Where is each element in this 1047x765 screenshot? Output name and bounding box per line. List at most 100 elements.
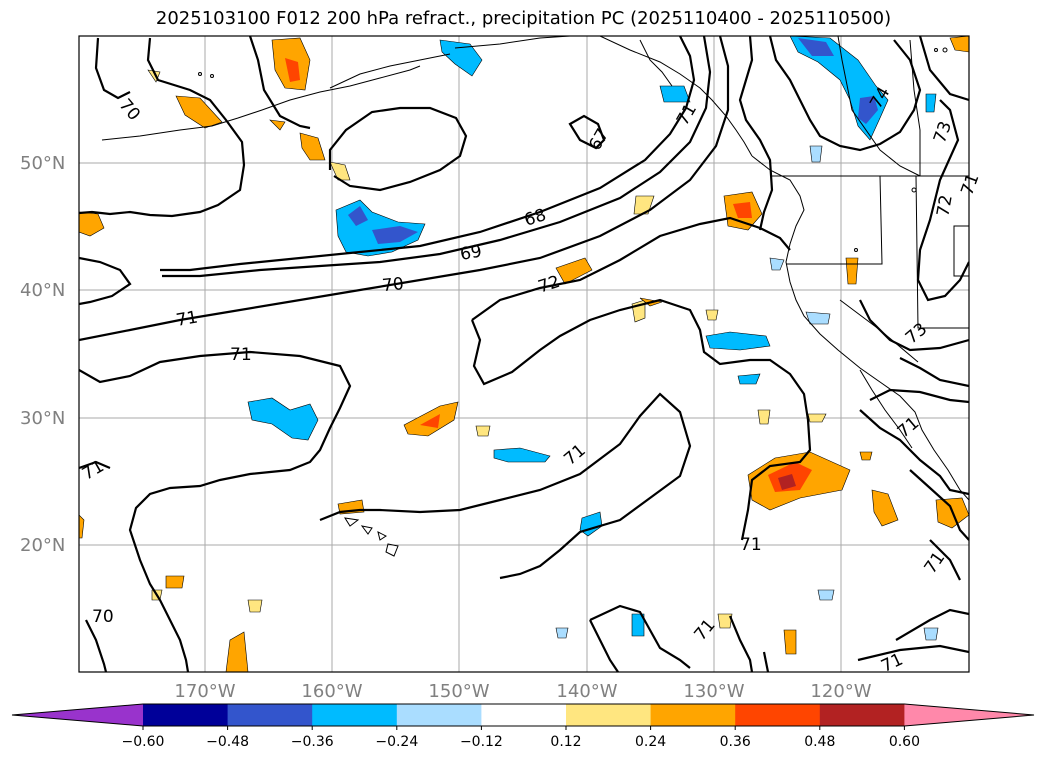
map-title: 2025103100 F012 200 hPa refract., precip…: [155, 8, 892, 29]
lat-label: 50°N: [20, 153, 65, 174]
precip-patch: [949, 36, 969, 53]
precip-patch: [579, 511, 603, 537]
colorbar-segment: [312, 704, 398, 726]
contour-label: 70: [115, 95, 144, 124]
colorbar-segment: [143, 704, 229, 726]
precip-patch: [807, 413, 827, 423]
precip-patch: [247, 397, 319, 441]
colorbar: −0.60 −0.48 −0.36 −0.24 −0.12 0.12 0.24 0.36 0.4…: [11, 703, 1035, 750]
colorbar-segment: [227, 704, 313, 726]
colorbar-segment: [735, 704, 821, 726]
precip-patch: [923, 627, 939, 641]
precip-patch: [659, 85, 691, 103]
map-frame: [78, 35, 970, 673]
precip-patch: [757, 409, 771, 425]
precip-patch: [555, 257, 593, 285]
precip-patch: [299, 132, 326, 161]
contour-label: 73: [902, 319, 931, 348]
colorbar-tick-label: −0.12: [460, 734, 503, 750]
colorbar-segment: [396, 704, 482, 726]
precip-patch: [778, 474, 796, 490]
precip-patch: [789, 36, 889, 141]
islands: [198, 47, 948, 557]
contour-label: 72: [536, 272, 563, 298]
precip-patch: [175, 95, 223, 129]
colorbar-tick-label: 0.12: [550, 734, 581, 750]
lon-label: 150°W: [428, 681, 489, 702]
colorbar-tick-label: −0.48: [206, 734, 249, 750]
longitude-labels: 170°W 160°W 150°W 140°W 130°W 120°W: [174, 681, 871, 702]
precip-patch: [769, 257, 785, 271]
lat-label: 20°N: [20, 535, 65, 556]
precip-patch: [165, 575, 185, 589]
precip-patch: [737, 373, 761, 385]
precip-patch: [269, 119, 286, 131]
colorbar-extension-low: [12, 704, 143, 726]
contour-label: 71: [690, 615, 719, 644]
colorbar-extension-high: [904, 704, 1034, 726]
precip-patch: [329, 161, 351, 181]
contour-labels: 70 67 68 69 70 72 71 71 71 71 71 71 71 7…: [79, 84, 984, 677]
lat-label: 40°N: [20, 280, 65, 301]
colorbar-segment: [481, 704, 567, 726]
colorbar-tick-label: −0.24: [375, 734, 418, 750]
contour-label: 70: [92, 607, 114, 627]
lon-label: 140°W: [556, 681, 617, 702]
contour-label: 71: [560, 440, 589, 469]
coastlines: [101, 36, 969, 501]
lon-label: 170°W: [174, 681, 235, 702]
precip-patch: [783, 629, 797, 655]
precip-patch: [633, 195, 655, 215]
precip-patch: [809, 145, 823, 163]
colorbar-tick-label: −0.60: [122, 734, 165, 750]
lon-label: 160°W: [301, 681, 362, 702]
precip-patch: [348, 206, 368, 226]
precip-patch: [420, 414, 440, 428]
precip-patch: [439, 39, 483, 77]
lon-label: 120°W: [810, 681, 871, 702]
precip-patch: [858, 96, 878, 124]
colorbar-tick-label: 0.60: [889, 734, 920, 750]
colorbar-segment: [650, 704, 736, 726]
lat-label: 30°N: [20, 408, 65, 429]
precip-patch: [805, 311, 831, 325]
contour-label: 67: [585, 125, 613, 154]
precip-patch: [845, 257, 859, 285]
contour-label: 71: [740, 535, 762, 555]
precip-patch: [475, 425, 491, 437]
precip-patch: [285, 58, 300, 82]
latitude-labels: 50°N 40°N 30°N 20°N: [20, 153, 65, 556]
precip-patch: [817, 589, 835, 601]
colorbar-segment: [819, 704, 905, 726]
contour-label: 71: [230, 345, 252, 365]
refractivity-contours: [79, 36, 969, 672]
precip-patch: [859, 451, 873, 461]
colorbar-tick-label: 0.24: [635, 734, 666, 750]
precip-patch: [925, 93, 937, 113]
precip-patch: [79, 211, 105, 237]
contour-label: 71: [175, 307, 200, 330]
precip-patch: [79, 514, 85, 539]
precip-patch: [555, 627, 569, 639]
precip-patch: [871, 489, 899, 527]
contour-label: 72: [933, 193, 956, 218]
contour-label: 70: [381, 274, 405, 296]
contour-label: 71: [921, 548, 950, 577]
contour-label: 69: [459, 241, 484, 264]
precip-patch: [225, 631, 249, 672]
precip-patch: [717, 613, 733, 629]
lon-label: 130°W: [683, 681, 744, 702]
colorbar-segment: [566, 704, 652, 726]
precip-patch: [247, 599, 263, 613]
precip-patch: [733, 202, 752, 218]
colorbar-tick-label: −0.36: [291, 734, 334, 750]
contour-label: 71: [79, 456, 108, 484]
precip-patch: [372, 226, 418, 244]
precip-patch: [705, 331, 771, 351]
contour-label: 71: [957, 171, 983, 198]
precip-patch: [705, 309, 719, 321]
precip-patch: [798, 38, 834, 56]
colorbar-tick-label: 0.48: [804, 734, 835, 750]
precip-patch: [493, 447, 551, 463]
